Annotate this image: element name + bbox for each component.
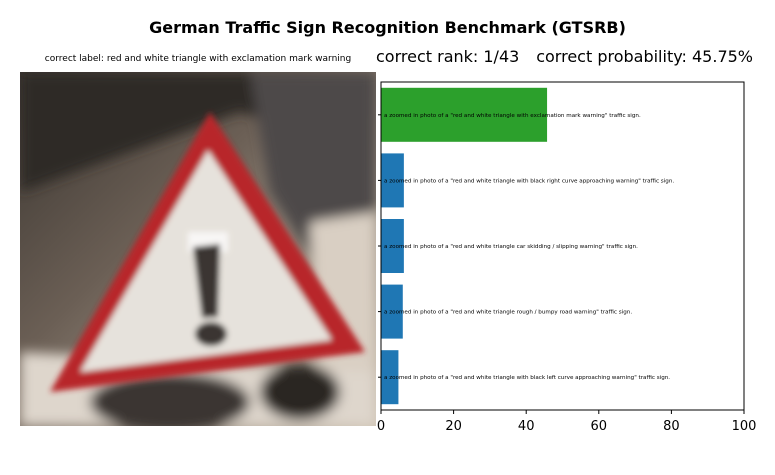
x-tick-label-0: 0 bbox=[377, 419, 385, 434]
image-caption: correct label: red and white triangle wi… bbox=[44, 54, 352, 64]
x-tick-label-80: 80 bbox=[663, 419, 680, 434]
warning-triangle-photo-icon bbox=[20, 72, 376, 426]
figure-title: German Traffic Sign Recognition Benchmar… bbox=[149, 18, 626, 37]
bar-5 bbox=[381, 350, 399, 405]
plot-frame bbox=[380, 81, 745, 411]
bar-4 bbox=[381, 284, 403, 339]
bar-label-4: a zoomed in photo of a "red and white tr… bbox=[384, 310, 632, 316]
bar-1 bbox=[381, 87, 548, 142]
bar-label-1: a zoomed in photo of a "red and white tr… bbox=[384, 113, 641, 119]
x-tick-label-60: 60 bbox=[591, 419, 608, 434]
x-tick-label-100: 100 bbox=[732, 419, 757, 434]
traffic-sign-photo bbox=[20, 72, 376, 426]
bar-label-5: a zoomed in photo of a "red and white tr… bbox=[384, 375, 670, 381]
correct-rank: correct rank: 1/43 bbox=[376, 47, 520, 66]
bar-3 bbox=[381, 219, 404, 273]
correct-probability: correct probability: 45.75% bbox=[536, 47, 753, 66]
x-tick-label-40: 40 bbox=[518, 419, 535, 434]
bar-2 bbox=[381, 153, 404, 208]
bar-label-3: a zoomed in photo of a "red and white tr… bbox=[384, 244, 638, 250]
x-tick-label-20: 20 bbox=[445, 419, 462, 434]
bar-label-2: a zoomed in photo of a "red and white tr… bbox=[384, 178, 674, 184]
